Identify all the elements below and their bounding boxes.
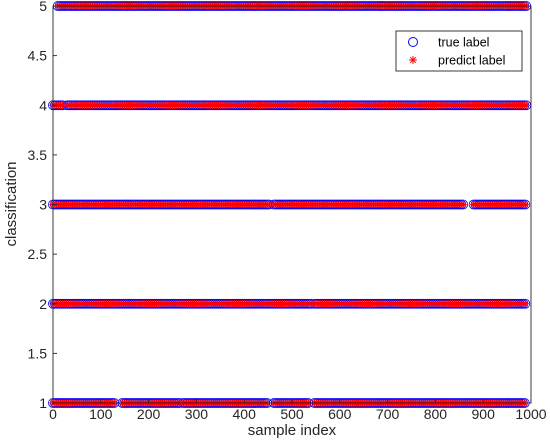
predict-label-points-class-2 — [49, 300, 529, 308]
y-tick-label-2: 2 — [39, 296, 47, 312]
x-tick-label-7: 700 — [376, 406, 400, 422]
y-tick-label-6: 4 — [39, 97, 47, 113]
legend-true-label-text: true label — [438, 36, 489, 50]
x-tick-label-9: 900 — [472, 406, 496, 422]
predict-label-point — [58, 101, 67, 109]
x-tick-label-10: 1000 — [515, 406, 546, 422]
x-axis-label: sample index — [248, 422, 337, 439]
x-tick-label-5: 500 — [280, 406, 304, 422]
axis-ticks: 0 100 200 300 400 500 600 700 800 900 1000 1 1.5 2 2.5… — [28, 0, 547, 422]
x-tick-label-3: 300 — [185, 406, 209, 422]
x-tick-label-4: 400 — [233, 406, 257, 422]
y-tick-label-5: 3.5 — [28, 147, 48, 163]
y-tick-label-3: 2.5 — [28, 246, 48, 262]
predict-label-point — [521, 200, 529, 209]
predict-label-point — [522, 101, 530, 109]
y-tick-label-1: 1.5 — [28, 345, 48, 361]
y-tick-label-8: 5 — [39, 0, 47, 14]
predict-label-point — [265, 200, 273, 209]
legend-predict-label-text: predict label — [438, 54, 505, 68]
predict-label-points-class-3 — [49, 200, 529, 209]
legend-true-label-marker — [408, 37, 418, 47]
predict-label-point — [521, 300, 529, 308]
legend-asterisk-shape — [409, 56, 417, 64]
predict-label-points-class-4 — [49, 101, 530, 109]
legend-box — [395, 30, 523, 72]
x-tick-label-8: 800 — [424, 406, 448, 422]
plot-area: 0 100 200 300 400 500 600 700 800 900 1000 1 1.5 2 2.5… — [28, 0, 547, 422]
legend-predict-label-marker — [409, 56, 417, 64]
predict-label-point — [459, 200, 467, 209]
y-axis-label: classification — [3, 161, 20, 246]
x-tick-label-2: 200 — [137, 406, 161, 422]
x-tick-label-1: 100 — [89, 406, 113, 422]
predict-label-point — [307, 300, 315, 308]
y-tick-label-0: 1 — [39, 395, 47, 411]
y-tick-label-7: 4.5 — [28, 48, 48, 64]
legend: true label predict label — [395, 30, 523, 72]
x-tick-label-0: 0 — [49, 406, 57, 422]
x-tick-label-6: 600 — [328, 406, 352, 422]
y-tick-label-4: 3 — [39, 197, 47, 213]
